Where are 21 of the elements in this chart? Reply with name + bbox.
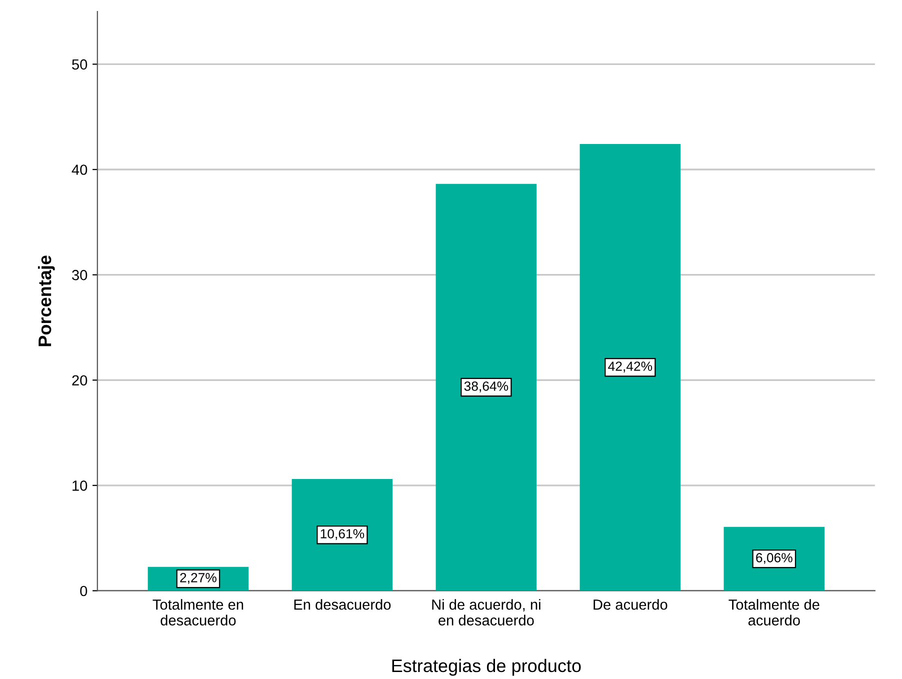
y-tick-label: 10	[72, 480, 88, 491]
bar	[580, 144, 681, 591]
x-tick-label: Totalmente en desacuerdo	[152, 599, 244, 626]
x-tick-label: En desacuerdo	[294, 599, 391, 610]
x-tick-label: Ni de acuerdo, ni en desacuerdo	[432, 599, 540, 626]
bar	[436, 184, 537, 591]
y-tick-label: 50	[72, 59, 88, 70]
y-tick-label: 40	[72, 164, 88, 175]
y-tick-label: 20	[72, 375, 88, 386]
data-label: 2,27%	[180, 572, 216, 584]
y-tick-label: 30	[72, 270, 88, 280]
data-label: 38,64%	[464, 381, 508, 392]
data-label: 6,06%	[756, 553, 792, 564]
data-label: 10,61%	[320, 529, 364, 540]
x-tick-label: De acuerdo	[594, 599, 668, 610]
x-axis-title: Estrategias de producto	[392, 658, 581, 676]
bar	[292, 479, 393, 591]
x-tick-label: Totalmente de acuerdo	[728, 599, 820, 626]
y-axis-title: Porcentaje	[38, 256, 55, 346]
data-label: 42,42%	[608, 362, 652, 372]
y-tick-label: 0	[80, 586, 88, 596]
